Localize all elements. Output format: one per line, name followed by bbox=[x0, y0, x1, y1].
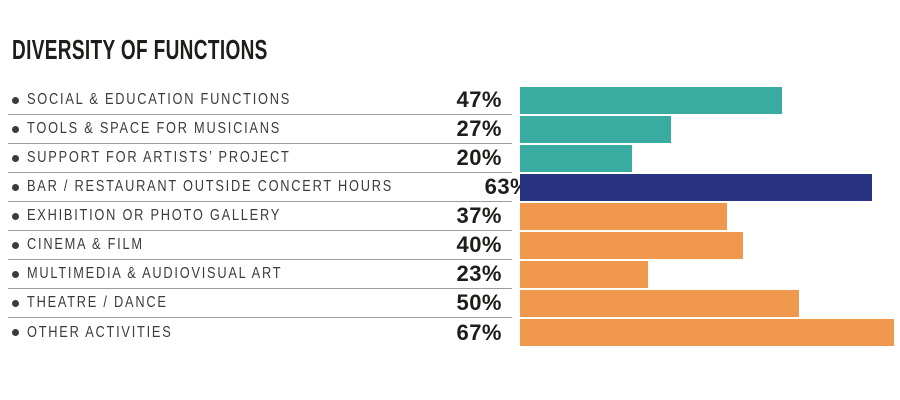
bar-track bbox=[512, 231, 900, 260]
chart-row: CINEMA & FILM 40% bbox=[8, 231, 900, 260]
row-label-area: THEATRE / DANCE 50% bbox=[8, 289, 512, 318]
bar-track bbox=[512, 86, 900, 115]
bullet-icon bbox=[12, 183, 19, 191]
bar-track bbox=[512, 289, 900, 318]
chart-title: DIVERSITY OF FUNCTIONS bbox=[12, 34, 268, 65]
category-label: OTHER ACTIVITIES bbox=[27, 323, 173, 341]
row-label-area: TOOLS & SPACE FOR MUSICIANS 27% bbox=[8, 115, 512, 144]
value-label: 50% bbox=[456, 290, 502, 315]
value-label: 37% bbox=[456, 203, 502, 228]
row-label-area: CINEMA & FILM 40% bbox=[8, 231, 512, 260]
chart-row: MULTIMEDIA & AUDIOVISUAL ART 23% bbox=[8, 260, 900, 289]
chart-row: THEATRE / DANCE 50% bbox=[8, 289, 900, 318]
bar bbox=[520, 203, 727, 230]
bar-track bbox=[512, 202, 900, 231]
bar-track bbox=[512, 115, 900, 144]
chart-row: SOCIAL & EDUCATION FUNCTIONS 47% bbox=[8, 86, 900, 115]
bar bbox=[520, 145, 632, 172]
bar bbox=[520, 261, 648, 288]
category-label: CINEMA & FILM bbox=[27, 236, 144, 253]
bullet-icon bbox=[12, 270, 19, 278]
row-label-area: BAR / RESTAURANT OUTSIDE CONCERT HOURS 6… bbox=[8, 173, 530, 202]
bullet-icon bbox=[12, 125, 19, 133]
bullet-icon bbox=[12, 212, 19, 220]
bullet-icon bbox=[12, 241, 19, 249]
bar-track bbox=[512, 260, 900, 289]
value-label: 40% bbox=[456, 232, 502, 257]
category-label: SUPPORT FOR ARTISTS’ PROJECT bbox=[27, 149, 291, 166]
category-label: SOCIAL & EDUCATION FUNCTIONS bbox=[27, 91, 292, 108]
value-label: 27% bbox=[456, 116, 502, 141]
value-label: 20% bbox=[456, 145, 502, 170]
bar-track bbox=[512, 173, 900, 202]
bullet-icon bbox=[12, 154, 19, 162]
bar bbox=[520, 290, 799, 317]
chart-row: SUPPORT FOR ARTISTS’ PROJECT 20% bbox=[8, 144, 900, 173]
category-label: BAR / RESTAURANT OUTSIDE CONCERT HOURS bbox=[27, 178, 394, 195]
row-label-area: SOCIAL & EDUCATION FUNCTIONS 47% bbox=[8, 86, 512, 115]
bar-rows: SOCIAL & EDUCATION FUNCTIONS 47% TOOLS &… bbox=[8, 86, 900, 347]
diversity-of-functions-chart: DIVERSITY OF FUNCTIONS SOCIAL & EDUCATIO… bbox=[8, 34, 900, 347]
row-label-area: SUPPORT FOR ARTISTS’ PROJECT 20% bbox=[8, 144, 512, 173]
value-label: 47% bbox=[456, 87, 502, 112]
category-label: TOOLS & SPACE FOR MUSICIANS bbox=[27, 120, 282, 137]
bar-track bbox=[512, 144, 900, 173]
bar bbox=[520, 116, 671, 143]
category-label: THEATRE / DANCE bbox=[27, 294, 168, 311]
value-label: 67% bbox=[456, 319, 502, 345]
bullet-icon bbox=[12, 329, 19, 336]
row-label-area: OTHER ACTIVITIES 67% bbox=[8, 318, 512, 347]
value-label: 23% bbox=[456, 261, 502, 286]
bar-track bbox=[512, 318, 900, 347]
bar bbox=[520, 319, 894, 346]
bar bbox=[520, 87, 782, 114]
chart-row: OTHER ACTIVITIES 67% bbox=[8, 318, 900, 347]
chart-row: TOOLS & SPACE FOR MUSICIANS 27% bbox=[8, 115, 900, 144]
bullet-icon bbox=[12, 299, 19, 307]
bullet-icon bbox=[12, 96, 19, 104]
category-label: MULTIMEDIA & AUDIOVISUAL ART bbox=[27, 265, 283, 282]
bar bbox=[520, 232, 743, 259]
row-label-area: EXHIBITION OR PHOTO GALLERY 37% bbox=[8, 202, 512, 231]
category-label: EXHIBITION OR PHOTO GALLERY bbox=[27, 207, 282, 224]
chart-row: EXHIBITION OR PHOTO GALLERY 37% bbox=[8, 202, 900, 231]
bar bbox=[520, 174, 872, 201]
row-label-area: MULTIMEDIA & AUDIOVISUAL ART 23% bbox=[8, 260, 512, 289]
chart-row: BAR / RESTAURANT OUTSIDE CONCERT HOURS 6… bbox=[8, 173, 900, 202]
